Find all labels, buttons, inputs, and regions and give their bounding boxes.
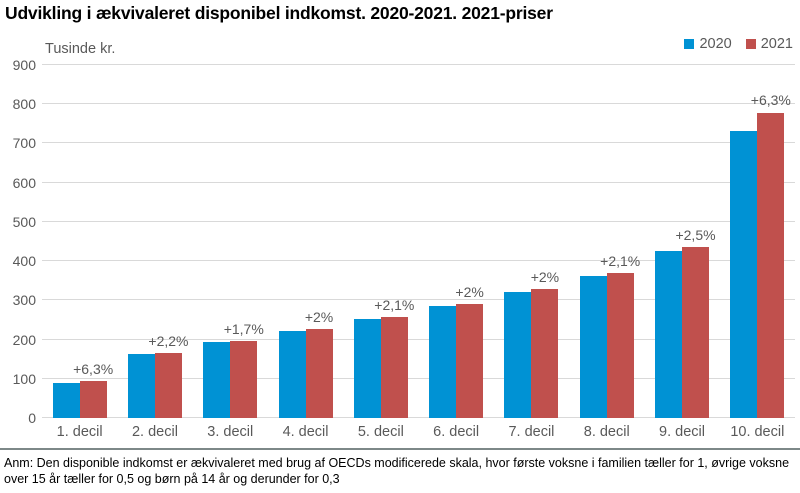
- y-tick-label: 400: [12, 253, 36, 270]
- plot-area: +6,3% +2,2% +1,7% +2% +2,1% +2% +2% +2,1% +2,5% +…: [42, 64, 795, 418]
- bar-group: +2,2%: [117, 65, 192, 418]
- legend-label-2021: 2021: [760, 36, 793, 52]
- x-axis-label: 2. decil: [131, 424, 178, 440]
- gridline: [42, 64, 795, 65]
- bar-group: +2,5%: [644, 65, 719, 418]
- bar-group: +6,3%: [720, 65, 795, 418]
- gridline: [42, 417, 795, 418]
- pct-change-label: +6,3%: [73, 360, 114, 377]
- bar-group: +1,7%: [193, 65, 268, 418]
- y-tick-label: 200: [12, 331, 36, 348]
- bar-2021: [230, 341, 258, 418]
- bar-pair: [203, 341, 258, 418]
- x-axis-label: 7. decil: [508, 424, 555, 440]
- footnote-divider: [0, 448, 800, 450]
- bar-2020: [52, 383, 80, 418]
- bar-2020: [429, 306, 457, 418]
- bar-groups: +6,3% +2,2% +1,7% +2% +2,1% +2% +2% +2,1% +2,5% +…: [42, 65, 795, 418]
- chart-title: Udvikling i ækvivaleret disponibel indko…: [5, 3, 553, 23]
- x-axis-labels: 1. decil 2. decil 3. decil 4. decil 5. decil…: [42, 424, 795, 440]
- bar-2020: [504, 292, 532, 418]
- pct-change-label: +2,2%: [148, 332, 189, 349]
- bar-pair: [579, 272, 634, 418]
- bar-2021: [682, 246, 710, 418]
- legend: 2020 2021: [684, 36, 793, 52]
- bar-pair: [655, 246, 710, 418]
- bar-2021: [531, 289, 559, 418]
- bar-group: +2%: [418, 65, 493, 418]
- y-tick-label: 0: [28, 410, 36, 426]
- y-axis-unit-label: Tusinde kr.: [45, 41, 116, 57]
- bar-group: +2,1%: [569, 65, 644, 418]
- pct-change-label: +1,7%: [223, 321, 264, 338]
- gridline: [42, 299, 795, 301]
- gridline: [42, 377, 795, 379]
- pct-change-label: +2,1%: [600, 252, 641, 269]
- bar-group: +6,3%: [42, 65, 117, 418]
- x-axis-label: 10. decil: [730, 424, 785, 440]
- gridline: [42, 142, 795, 144]
- bar-2020: [127, 354, 155, 418]
- y-tick-label: 500: [12, 213, 36, 230]
- legend-swatch-2021-icon: [745, 39, 756, 49]
- bar-group: +2%: [268, 65, 343, 418]
- pct-change-label: +6,3%: [750, 92, 791, 109]
- x-axis-label: 3. decil: [207, 424, 254, 440]
- x-axis-label: 4. decil: [282, 424, 329, 440]
- bar-2020: [579, 276, 607, 418]
- bar-pair: [353, 316, 408, 418]
- bar-2021: [757, 112, 785, 418]
- bar-group: +2,1%: [343, 65, 418, 418]
- bar-pair: [278, 329, 333, 418]
- bar-2020: [353, 318, 381, 418]
- pct-change-label: +2,5%: [675, 226, 716, 243]
- bar-pair: [52, 380, 107, 418]
- bar-pair: [504, 289, 559, 418]
- legend-item-2020: 2020: [684, 36, 732, 52]
- y-tick-label: 100: [12, 370, 36, 387]
- bar-pair: [127, 352, 182, 418]
- bar-2020: [278, 330, 306, 418]
- pct-change-label: +2,1%: [374, 296, 415, 313]
- bar-2021: [380, 316, 408, 418]
- y-axis-tick-labels: 0 100 200 300 400 500 600 700 800 900: [0, 57, 36, 426]
- gridline: [42, 103, 795, 105]
- bar-pair: [429, 303, 484, 418]
- bar-group: +2%: [494, 65, 569, 418]
- bar-2020: [203, 342, 231, 418]
- legend-swatch-2020-icon: [684, 39, 695, 49]
- y-tick-label: 600: [12, 174, 36, 191]
- gridline: [42, 220, 795, 222]
- bar-2021: [305, 329, 333, 418]
- gridline: [42, 181, 795, 183]
- y-tick-label: 800: [12, 96, 36, 113]
- y-tick-label: 700: [12, 135, 36, 152]
- bar-2021: [154, 352, 182, 418]
- x-axis-label: 9. decil: [659, 424, 705, 440]
- legend-item-2021: 2021: [745, 36, 793, 52]
- y-tick-label: 900: [12, 57, 36, 73]
- footnote: Anm: Den disponible indkomst er ækvivale…: [4, 456, 790, 486]
- gridline: [42, 338, 795, 340]
- bar-2021: [606, 272, 634, 418]
- gridline: [42, 260, 795, 262]
- pct-change-label: +2%: [530, 269, 560, 286]
- bar-2021: [79, 380, 107, 418]
- bar-2021: [456, 303, 484, 418]
- x-axis-label: 1. decil: [56, 424, 103, 440]
- legend-label-2020: 2020: [699, 36, 732, 52]
- bar-2020: [730, 130, 758, 418]
- bar-pair: [730, 112, 785, 418]
- x-axis-label: 5. decil: [357, 424, 404, 440]
- x-axis-label: 8. decil: [583, 424, 630, 440]
- pct-change-label: +2%: [455, 283, 484, 300]
- pct-change-label: +2%: [304, 308, 334, 325]
- y-tick-label: 300: [12, 292, 36, 309]
- x-axis-label: 6. decil: [433, 424, 480, 440]
- bar-2020: [655, 250, 683, 418]
